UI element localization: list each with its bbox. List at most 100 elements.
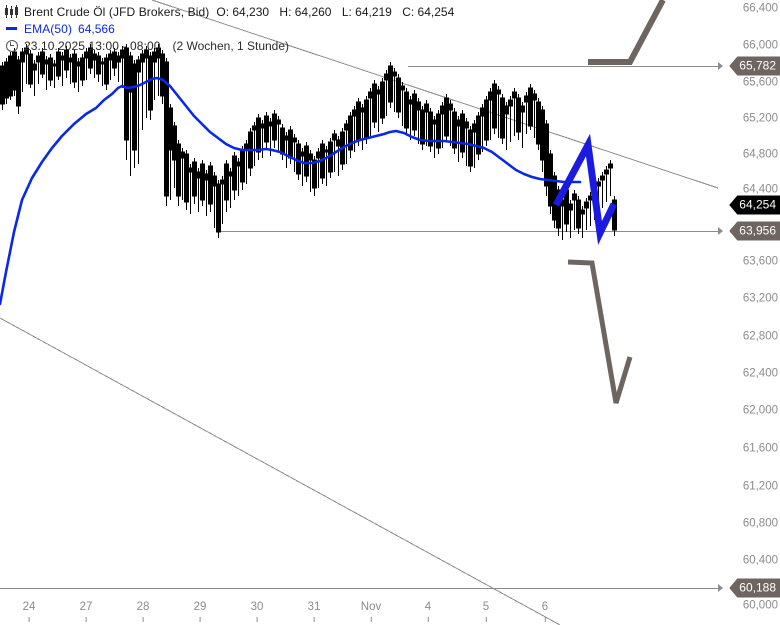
price-tick-62000: 62,000: [742, 404, 778, 417]
candle-body: [8, 55, 13, 97]
ohlc-close: C: 64,254: [402, 4, 455, 19]
candle-body: [556, 189, 561, 229]
candle-body: [276, 119, 281, 125]
candle-body: [572, 193, 577, 201]
candle-body: [604, 169, 609, 175]
candle-body: [124, 47, 129, 141]
candle-body: [412, 93, 417, 131]
candle-body: [288, 129, 293, 159]
candle: [152, 48, 157, 100]
candle-body: [68, 57, 73, 63]
time-tick-31: 31: [307, 601, 321, 622]
candle: [184, 150, 189, 210]
blue-projection-zigzag[interactable]: [552, 133, 618, 245]
candle: [328, 138, 333, 178]
horizontal-levels-group: [0, 62, 723, 592]
price-level-badge-60188[interactable]: 60,188: [729, 578, 780, 598]
candle-body: [24, 47, 29, 55]
upper-descending-trendline: [151, 0, 719, 189]
candle-body: [500, 97, 505, 139]
candle: [464, 118, 469, 166]
line-icon: [4, 22, 21, 35]
price-tick-66000: 66,000: [742, 39, 778, 52]
candle-body: [48, 57, 53, 81]
candle-body: [300, 151, 305, 157]
candle: [484, 96, 489, 146]
candle: [32, 60, 37, 96]
ohlc-values: O: 64,230 H: 64,260 L: 64,219 C: 64,254: [216, 5, 461, 19]
legend-row-instrument[interactable]: Brent Crude Öl (JFD Brokers, Bid) O: 64,…: [4, 3, 461, 20]
candle: [276, 116, 281, 152]
candle: [272, 110, 277, 148]
candle: [400, 82, 405, 126]
price-level-badge-63956[interactable]: 63,956: [729, 221, 780, 241]
ema-value: 64,566: [78, 21, 115, 36]
price-tick-65200: 65,200: [742, 112, 778, 125]
candle: [108, 50, 113, 80]
candlesticks-group: [0, 44, 617, 240]
candle-body: [80, 57, 85, 81]
trendlines-group: [0, 0, 719, 625]
candle-body: [32, 63, 37, 71]
candle: [568, 200, 573, 238]
last-price-badge[interactable]: 64,254: [729, 195, 780, 215]
candle-body: [576, 199, 581, 229]
candle-body: [216, 183, 221, 233]
candle-body: [544, 123, 549, 187]
candle-body: [256, 117, 261, 153]
candle-body: [432, 119, 437, 125]
candle: [524, 92, 529, 134]
candle-body: [464, 121, 469, 129]
gray-projection-lower[interactable]: [567, 259, 633, 404]
time-axis[interactable]: 24 27 28 29 30 31 Nov 4 5 6: [0, 600, 718, 625]
legend-row-ema[interactable]: EMA(50) 64,566: [4, 20, 461, 37]
candle-body: [540, 109, 545, 161]
legend-row-timeframe[interactable]: 23.10.2025 13:00 - 08:00 (2 Wochen, 1 St…: [4, 37, 461, 54]
price-level-badge-65782[interactable]: 65,782: [729, 56, 780, 76]
candle: [228, 168, 233, 208]
candle: [420, 106, 425, 150]
candle: [316, 148, 321, 188]
candle: [336, 136, 341, 176]
candle: [244, 140, 249, 184]
price-tick-66400: 66,400: [742, 2, 778, 15]
price-tick-65600: 65,600: [742, 76, 778, 89]
timeframe-label: (2 Wochen, 1 Stunde): [172, 38, 290, 53]
candle: [492, 80, 497, 134]
candle-body: [284, 135, 289, 141]
candle-body: [472, 123, 477, 133]
candle-body: [144, 49, 149, 59]
candle: [396, 74, 401, 118]
candle-body: [460, 113, 465, 153]
price-axis[interactable]: 66,400 66,000 65,600 65,200 64,800 64,400 63,6…: [718, 0, 780, 625]
candle: [104, 54, 109, 90]
candle: [428, 108, 433, 152]
candle: [608, 160, 613, 196]
candle: [476, 112, 481, 160]
candle-body: [272, 113, 277, 141]
chart-legend: Brent Crude Öl (JFD Brokers, Bid) O: 64,…: [4, 3, 461, 54]
candle-body: [12, 51, 17, 91]
candle-body: [108, 53, 113, 61]
gray-projection-upper[interactable]: [588, 0, 666, 65]
candle: [48, 54, 53, 86]
candle-body: [116, 55, 121, 63]
candle-body: [252, 125, 257, 131]
candle: [480, 104, 485, 152]
price-tick-61200: 61,200: [742, 480, 778, 493]
candle-body: [380, 81, 385, 119]
candle: [4, 58, 9, 104]
candle: [124, 44, 129, 160]
candle-body: [448, 103, 453, 111]
period-range: 23.10.2025 13:00 - 08:00: [24, 38, 161, 53]
candle: [136, 56, 141, 164]
candle: [468, 126, 473, 172]
candle: [432, 116, 437, 158]
candle: [156, 44, 161, 96]
candle-body: [480, 107, 485, 117]
candle: [212, 172, 217, 228]
candle-body: [400, 85, 405, 91]
candle-body: [52, 63, 57, 67]
candle: [264, 112, 269, 150]
candle: [224, 160, 229, 212]
